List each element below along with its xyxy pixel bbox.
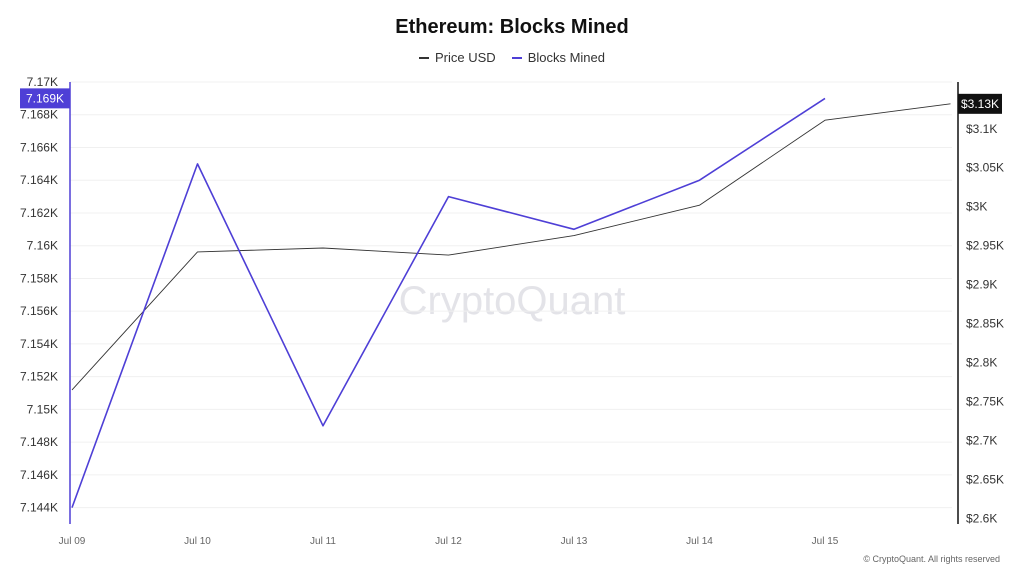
right-tick-label: $2.85K (966, 317, 1004, 331)
left-axis-ticks: 7.144K 7.146K 7.148K 7.15K 7.152K 7.154K 7.156… (20, 75, 58, 515)
x-axis-ticks: Jul 09 Jul 10 Jul 11 Jul 12 Jul 13 Jul 14 Jul … (59, 536, 839, 547)
right-tick-label: $2.65K (966, 473, 1004, 487)
series-line-price-usd (71, 103, 951, 391)
legend-item-blocks-mined[interactable]: Blocks Mined (511, 50, 605, 65)
left-tick-label: 7.164K (20, 173, 58, 187)
x-tick-label: Jul 14 (686, 536, 713, 547)
axes (69, 82, 959, 524)
right-current-value-marker (958, 93, 1002, 114)
chart-title: Ethereum: Blocks Mined (395, 16, 629, 38)
x-tick-label: Jul 12 (435, 536, 462, 547)
right-tick-label: $3.05K (966, 161, 1004, 175)
legend-swatch-price (419, 56, 429, 59)
left-tick-label: 7.144K (20, 501, 58, 515)
left-tick-label: 7.16K (27, 239, 58, 253)
right-tick-label: $2.7K (966, 434, 997, 448)
series-line-blocks-mined (71, 97, 826, 508)
right-tick-label: $2.6K (966, 512, 997, 526)
left-current-value-marker (20, 88, 70, 109)
left-tick-label: 7.154K (20, 337, 58, 351)
x-tick-label: Jul 15 (812, 536, 839, 547)
right-tick-label: $2.75K (966, 395, 1004, 409)
x-tick-label: Jul 10 (184, 536, 211, 547)
legend-item-price-usd[interactable]: Price USD (419, 50, 496, 65)
right-tick-label: $3K (966, 200, 987, 214)
left-tick-label: 7.15K (27, 402, 58, 416)
right-axis-ticks: $2.6K $2.65K $2.7K $2.75K $2.8K $2.85K $2.9K $2… (966, 122, 1004, 526)
legend-swatch-blocks (511, 56, 522, 59)
x-tick-label: Jul 13 (561, 536, 588, 547)
current-value-markers: 7.169K $3.13K (20, 88, 1002, 114)
left-tick-label: 7.17K (27, 75, 58, 89)
right-current-value-label: $3.13K (961, 97, 999, 111)
left-tick-label: 7.166K (20, 140, 58, 154)
x-tick-label: Jul 09 (59, 536, 86, 547)
left-tick-label: 7.168K (20, 108, 58, 122)
left-current-value-label: 7.169K (26, 91, 64, 105)
left-tick-label: 7.146K (20, 468, 58, 482)
legend-label-price: Price USD (435, 50, 496, 65)
left-tick-label: 7.162K (20, 206, 58, 220)
left-tick-label: 7.156K (20, 304, 58, 318)
left-tick-label: 7.158K (20, 271, 58, 285)
right-tick-label: $2.95K (966, 239, 1004, 253)
right-tick-label: $2.8K (966, 356, 997, 370)
left-tick-label: 7.148K (20, 435, 58, 449)
right-tick-label: $2.9K (966, 278, 997, 292)
legend: Price USD Blocks Mined (0, 50, 1024, 65)
watermark: CryptoQuant (399, 279, 626, 323)
x-tick-label: Jul 11 (310, 536, 336, 547)
right-tick-label: $3.1K (966, 122, 997, 136)
copyright-text: © CryptoQuant. All rights reserved (863, 554, 1000, 564)
series-lines (71, 97, 951, 508)
gridlines (70, 81, 952, 509)
left-tick-label: 7.152K (20, 370, 58, 384)
legend-label-blocks: Blocks Mined (527, 50, 605, 65)
